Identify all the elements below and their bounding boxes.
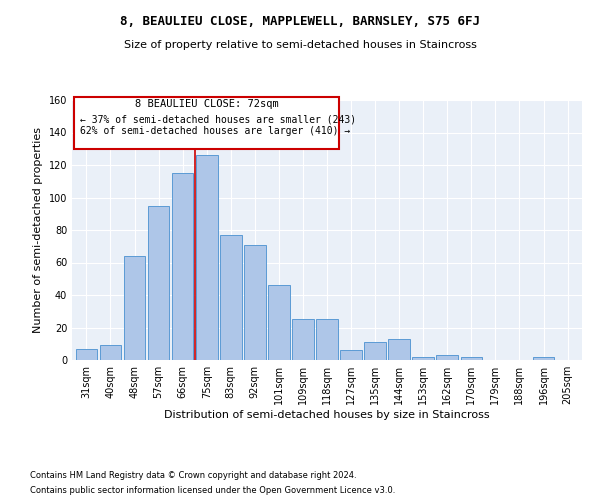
Bar bbox=[340, 350, 362, 360]
Bar bbox=[148, 206, 169, 360]
Y-axis label: Number of semi-detached properties: Number of semi-detached properties bbox=[33, 127, 43, 333]
Bar bbox=[364, 342, 386, 360]
X-axis label: Distribution of semi-detached houses by size in Staincross: Distribution of semi-detached houses by … bbox=[164, 410, 490, 420]
Bar bbox=[244, 244, 266, 360]
Bar bbox=[172, 173, 193, 360]
Bar bbox=[388, 339, 410, 360]
Text: Contains public sector information licensed under the Open Government Licence v3: Contains public sector information licen… bbox=[30, 486, 395, 495]
Bar bbox=[220, 235, 242, 360]
Text: 8 BEAULIEU CLOSE: 72sqm: 8 BEAULIEU CLOSE: 72sqm bbox=[135, 99, 278, 110]
Text: 62% of semi-detached houses are larger (410) →: 62% of semi-detached houses are larger (… bbox=[80, 126, 350, 136]
Bar bbox=[76, 348, 97, 360]
Bar bbox=[436, 355, 458, 360]
Bar bbox=[461, 357, 482, 360]
Bar bbox=[196, 155, 218, 360]
Text: 8, BEAULIEU CLOSE, MAPPLEWELL, BARNSLEY, S75 6FJ: 8, BEAULIEU CLOSE, MAPPLEWELL, BARNSLEY,… bbox=[120, 15, 480, 28]
Bar bbox=[292, 320, 314, 360]
Bar bbox=[412, 357, 434, 360]
Bar bbox=[316, 320, 338, 360]
Bar bbox=[533, 357, 554, 360]
Bar bbox=[268, 285, 290, 360]
Bar bbox=[100, 346, 121, 360]
Bar bbox=[124, 256, 145, 360]
Text: ← 37% of semi-detached houses are smaller (243): ← 37% of semi-detached houses are smalle… bbox=[80, 114, 356, 124]
Text: Size of property relative to semi-detached houses in Staincross: Size of property relative to semi-detach… bbox=[124, 40, 476, 50]
Text: Contains HM Land Registry data © Crown copyright and database right 2024.: Contains HM Land Registry data © Crown c… bbox=[30, 471, 356, 480]
